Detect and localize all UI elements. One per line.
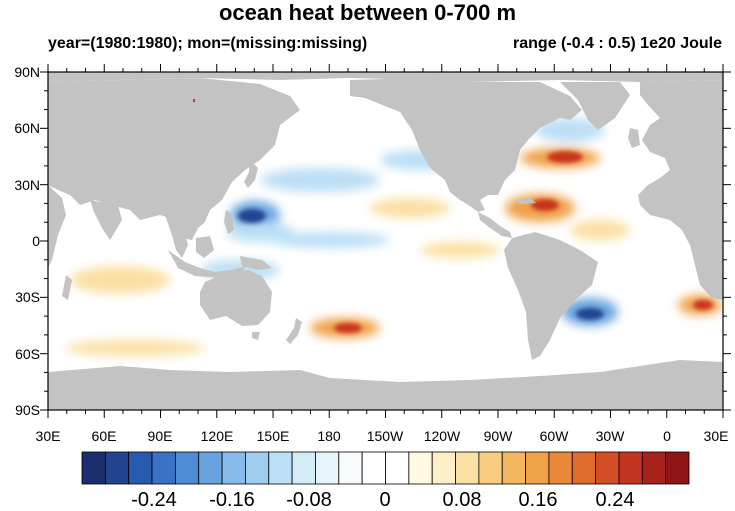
lat-tick-label: 30N	[14, 177, 40, 193]
new-guinea	[240, 256, 272, 270]
colorbar-swatch	[151, 451, 176, 485]
lat-tick-label: 90S	[15, 402, 40, 418]
anomaly-marker	[193, 99, 195, 102]
colorbar-label: -0.08	[286, 489, 332, 511]
lon-tick-label: 90W	[483, 428, 513, 444]
cold-anomaly-north-pacific	[260, 168, 380, 192]
lon-tick-label: 150W	[366, 428, 404, 444]
cuba	[515, 198, 536, 204]
anomaly-cores	[238, 151, 713, 333]
colorbar-swatch	[174, 451, 200, 485]
colorbar-swatch	[221, 451, 246, 485]
madagascar	[62, 275, 72, 300]
value-range-subtitle: range (-0.4 : 0.5) 1e20 Joule	[513, 35, 722, 52]
colorbar-swatch	[478, 451, 503, 485]
cold-anomaly-equatorial-band	[270, 232, 390, 248]
colorbar-swatch	[315, 451, 340, 485]
warm-anomaly-east-pacific	[420, 242, 500, 258]
warm-anomaly-central-pacific	[370, 198, 450, 218]
lon-tick-label: 30E	[703, 428, 729, 444]
india	[90, 200, 122, 240]
tasmania	[252, 332, 260, 340]
colorbar-swatch	[501, 451, 526, 485]
colorbar-label: 0.16	[518, 489, 558, 511]
japan	[244, 160, 258, 188]
borneo	[196, 236, 214, 258]
colorbar-swatch	[408, 451, 433, 485]
colorbar-swatch	[291, 451, 316, 485]
australia	[200, 270, 272, 326]
lat-tick-label: 30S	[15, 289, 40, 305]
greenland	[560, 82, 630, 130]
colorbar-swatch	[595, 451, 620, 485]
lon-tick-label: 60W	[539, 428, 569, 444]
lon-tick-label: 120W	[423, 428, 461, 444]
colorbar-swatch	[361, 451, 386, 485]
colorbar-swatch	[104, 451, 130, 485]
lat-tick-label: 60S	[15, 346, 40, 362]
colorbar-swatch	[245, 451, 270, 485]
colorbar	[81, 451, 690, 485]
colorbar-label: -0.16	[209, 489, 255, 511]
south-america	[504, 232, 598, 360]
colorbar-label: -0.24	[131, 489, 177, 511]
arctic-land	[48, 72, 723, 82]
cold-core-south-atlantic	[576, 308, 604, 320]
warm-core-south-pacific	[334, 323, 362, 333]
north-america	[350, 78, 582, 212]
warm-anomaly-southern-indian	[65, 340, 205, 356]
land-masses	[48, 72, 723, 410]
map-plot-area	[48, 72, 723, 410]
warm-anomaly-indian-ocean	[70, 266, 170, 294]
colorbar-label: 0.24	[595, 489, 635, 511]
colorbar-swatch	[431, 451, 456, 485]
eurasia	[48, 78, 300, 240]
colorbar-swatch	[525, 451, 550, 485]
colorbar-swatch	[548, 451, 573, 485]
time-range-subtitle: year=(1980:1980); mon=(missing:missing)	[48, 35, 368, 52]
indonesia	[168, 250, 245, 278]
colorbar-swatch	[198, 451, 223, 485]
warm-anomaly-tropical-atlantic	[570, 220, 630, 240]
lon-tick-label: 120E	[200, 428, 234, 444]
cold-core-west-pacific	[238, 209, 266, 223]
colorbar-swatch	[455, 451, 480, 485]
colorbar-swatch	[268, 451, 293, 485]
colorbar-swatch	[81, 451, 106, 485]
lat-tick-label: 60N	[14, 120, 40, 136]
warm-core-caribbean	[531, 199, 559, 211]
warm-core-agulhas	[693, 300, 713, 310]
philippines	[224, 210, 234, 234]
colorbar-swatch	[571, 451, 597, 485]
colorbar-label: 0	[379, 489, 391, 511]
axis-ticks	[40, 64, 731, 418]
colorbar-swatch	[128, 451, 153, 485]
lon-tick-label: 150E	[256, 428, 290, 444]
lon-tick-label: 0	[663, 428, 671, 444]
map-title: ocean heat between 0-700 m	[218, 0, 517, 25]
lat-tick-label: 90N	[14, 64, 40, 80]
cold-anomaly-labrador-sea	[535, 118, 605, 142]
europe-africa	[638, 80, 723, 300]
colorbar-swatch	[338, 451, 363, 485]
indochina	[165, 215, 188, 258]
lon-tick-label: 30E	[35, 428, 61, 444]
lon-tick-label: 90E	[147, 428, 173, 444]
lat-tick-label: 0	[32, 233, 40, 249]
colorbar-swatch	[385, 451, 410, 485]
lon-tick-label: 60E	[91, 428, 117, 444]
colorbar-swatch	[665, 451, 690, 485]
warm-core-gulf-stream	[547, 151, 583, 163]
lon-tick-label: 30W	[595, 428, 625, 444]
antarctica	[48, 360, 723, 410]
colorbar-swatch	[618, 451, 643, 485]
lon-tick-label: 180	[317, 428, 341, 444]
africa-east	[48, 185, 66, 268]
colorbar-swatch	[641, 451, 667, 485]
central-america	[478, 212, 512, 238]
british-isles	[628, 128, 640, 148]
colorbar-label: 0.08	[442, 489, 482, 511]
new-zealand	[286, 318, 302, 344]
